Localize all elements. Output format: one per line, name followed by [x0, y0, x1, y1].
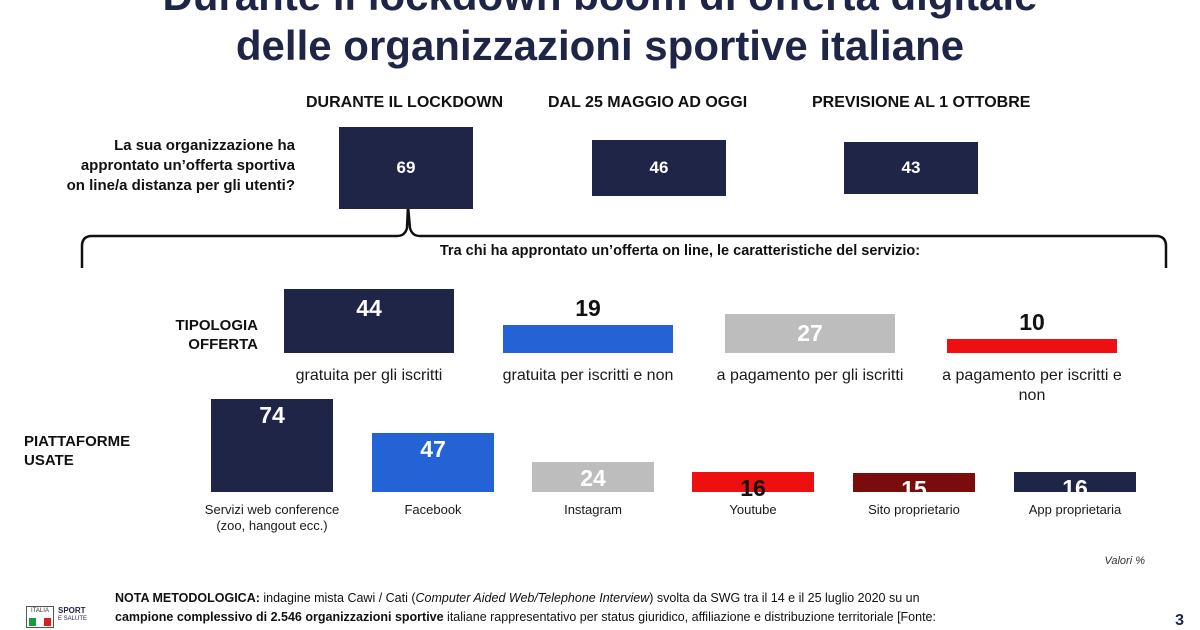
- methodology-text-italic: Computer Aided Web/Telephone Interview: [415, 591, 650, 605]
- piattaforme-bar-1: [372, 432, 494, 492]
- phase-bar-0: [339, 126, 473, 210]
- phase-bar-value-0: 69: [396, 158, 416, 177]
- methodology-label: NOTA METODOLOGICA:: [115, 591, 260, 605]
- piattaforme-bar-2: [532, 461, 654, 492]
- methodology-text-1: indagine mista Cawi / Cati (: [259, 591, 416, 605]
- tipologia-bar-value-2: 27: [797, 319, 823, 346]
- piattaforme-bar-value-5: 16: [1062, 474, 1088, 501]
- methodology-text-3: italiane rappresentativo per status giur…: [443, 610, 936, 624]
- piattaforme-category-label-4: Sito proprietario: [868, 502, 960, 517]
- phase-bar-2: [844, 142, 978, 194]
- piattaforme-category-label-5: App proprietaria: [1028, 502, 1122, 517]
- phase-bar-value-2: 43: [901, 158, 921, 177]
- tipologia-category-label-3: a pagamento per iscritti e non: [942, 367, 1122, 404]
- tipologia-bar-2: [725, 313, 895, 353]
- piattaforme-bar-value-3: 16: [740, 474, 766, 501]
- tipologia-bar-value-0: 44: [356, 295, 382, 322]
- logo-text-sport: SPORT: [58, 606, 86, 615]
- piattaforme-bar-value-0: 74: [259, 401, 285, 428]
- piattaforme-bar-value-1: 47: [420, 435, 446, 462]
- tipologia-category-label-2: a pagamento per gli iscritti: [716, 367, 904, 384]
- piattaforme-bar-value-4: 15: [901, 476, 927, 503]
- phase-bar-1: [592, 140, 726, 196]
- row-label-piattaforme: PIATTAFORME USATE: [24, 433, 131, 469]
- tipologia-category-label-1: gratuita per iscritti e non: [502, 367, 674, 384]
- piattaforme-bar-value-2: 24: [580, 464, 606, 491]
- methodology-text-2: ) svolta da SWG tra il 14 e il 25 luglio…: [649, 591, 920, 605]
- sport-e-salute-logo: ITALIA SPORT E SALUTE: [26, 606, 96, 628]
- piattaforme-category-label-3: Youtube: [729, 502, 777, 517]
- piattaforme-bar-5: [1014, 471, 1136, 492]
- phase-label-ottobre: PREVISIONE AL 1 OTTOBRE: [812, 94, 1031, 111]
- survey-question: La sua organizzazione ha approntato un’o…: [66, 137, 295, 194]
- tipologia-bar-0: [284, 289, 454, 353]
- piattaforme-category-label-2: Instagram: [564, 502, 622, 517]
- tipologia-bar-3: [947, 338, 1117, 353]
- row-label-tipologia: TIPOLOGIA OFFERTA: [175, 317, 259, 353]
- piattaforme-bar-3: [692, 471, 814, 492]
- tipologia-bar-value-1: 19: [575, 295, 601, 322]
- piattaforme-category-label-1: Facebook: [404, 502, 462, 517]
- page-title-line2: delle organizzazioni sportive italiane: [235, 22, 965, 69]
- piattaforme-category-label-0: Servizi web conference (zoo, hangout ecc…: [204, 502, 340, 533]
- unit-note: Valori %: [1104, 555, 1145, 567]
- phase-bar-value-1: 46: [649, 158, 669, 177]
- tipologia-bar-1: [503, 325, 673, 353]
- section-subtitle: Tra chi ha approntato un’offerta on line…: [439, 243, 921, 259]
- tipologia-category-label-0: gratuita per gli iscritti: [295, 367, 443, 384]
- phase-label-maggio: DAL 25 MAGGIO AD OGGI: [548, 94, 748, 111]
- page-title-line1: Durante il lockdown boom di offerta digi…: [0, 0, 1200, 20]
- logo-text-salute: E SALUTE: [58, 616, 88, 622]
- tipologia-bar-value-3: 10: [1019, 308, 1045, 335]
- piattaforme-bar-0: [211, 398, 333, 492]
- methodology-bold-2: campione complessivo di 2.546 organizzaz…: [115, 610, 444, 624]
- page-number: 3: [1175, 612, 1184, 629]
- piattaforme-bar-4: [853, 473, 975, 492]
- methodology-note: NOTA METODOLOGICA: indagine mista Cawi /…: [115, 589, 1075, 627]
- phase-label-lockdown: DURANTE IL LOCKDOWN: [306, 94, 504, 111]
- logo-text-italia: ITALIA: [31, 608, 49, 614]
